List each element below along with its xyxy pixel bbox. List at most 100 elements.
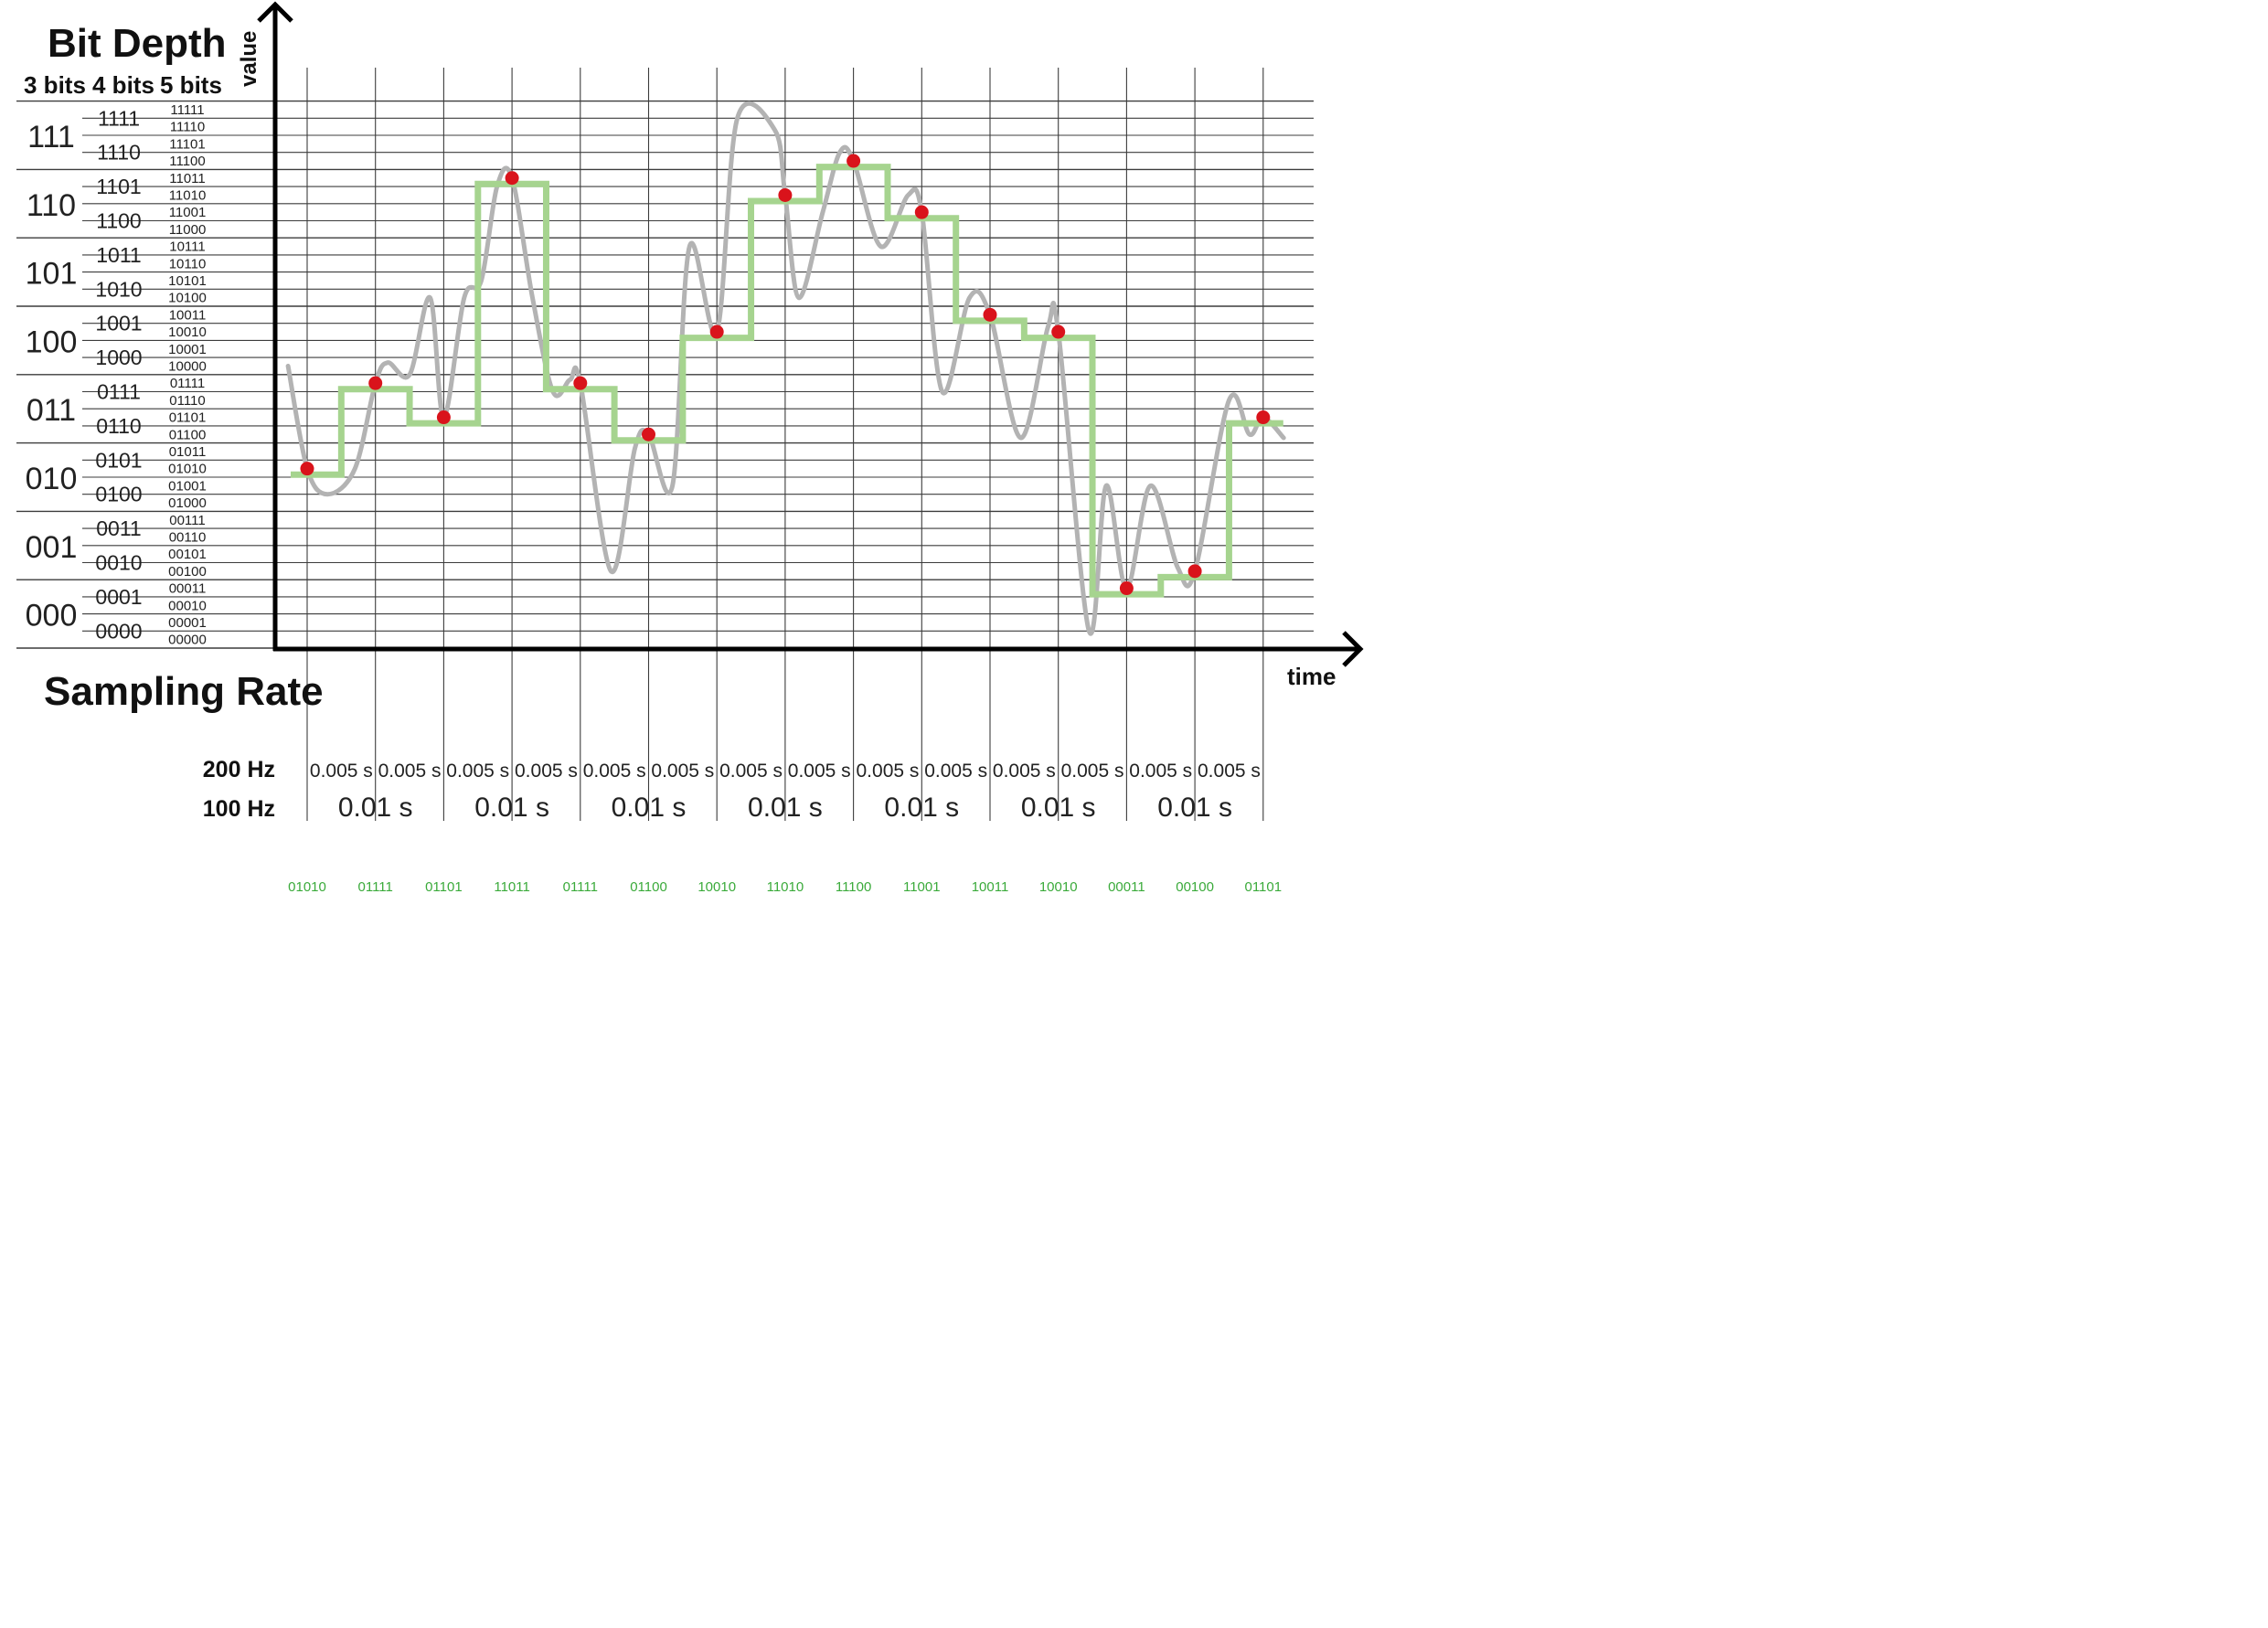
sample-point xyxy=(436,410,451,425)
sample-point xyxy=(1119,581,1134,596)
rate-label-100hz: 100 Hz xyxy=(203,796,275,822)
sample-code: 01111 xyxy=(358,879,393,895)
period-label-200hz: 0.005 s xyxy=(583,761,646,782)
level-label-5bit: 10010 xyxy=(168,325,207,340)
period-label-100hz: 0.01 s xyxy=(612,793,687,823)
sample-code: 01101 xyxy=(1244,879,1282,895)
period-label-100hz: 0.01 s xyxy=(748,793,823,823)
sample-point xyxy=(1051,325,1066,339)
period-label-200hz: 0.005 s xyxy=(719,761,783,782)
sampling-rate-title: Sampling Rate xyxy=(44,669,324,714)
sample-point xyxy=(300,462,314,476)
level-label-4bit: 0100 xyxy=(95,483,142,506)
level-label-5bit: 00100 xyxy=(168,564,207,580)
level-label-3bit: 110 xyxy=(27,188,76,223)
level-label-5bit: 00011 xyxy=(169,581,207,597)
sample-code: 01101 xyxy=(425,879,463,895)
sample-point xyxy=(983,307,997,322)
level-label-5bit: 11001 xyxy=(169,205,207,220)
level-label-5bit: 11101 xyxy=(169,136,206,152)
period-label-100hz: 0.01 s xyxy=(884,793,959,823)
level-label-5bit: 10111 xyxy=(169,239,206,255)
sample-code: 11011 xyxy=(494,879,530,895)
level-label-4bit: 1100 xyxy=(96,209,141,233)
level-label-5bit: 00000 xyxy=(168,633,207,648)
sample-code: 01010 xyxy=(288,879,326,895)
sample-point xyxy=(847,154,861,168)
level-label-3bit: 100 xyxy=(26,325,78,359)
sample-point xyxy=(709,325,724,339)
level-label-5bit: 01100 xyxy=(169,427,207,442)
level-label-5bit: 01101 xyxy=(169,410,207,426)
level-label-5bit: 01001 xyxy=(168,478,207,494)
period-label-200hz: 0.005 s xyxy=(515,761,578,782)
level-label-5bit: 11100 xyxy=(169,154,206,169)
sample-point xyxy=(505,171,519,186)
analog-signal-curve xyxy=(285,101,1286,636)
level-label-5bit: 10110 xyxy=(169,256,207,271)
level-label-4bit: 0011 xyxy=(96,516,141,540)
labels-layer: Bit Depth Sampling Rate value time 3 bit… xyxy=(24,21,1336,895)
level-label-5bit: 10000 xyxy=(168,358,207,374)
period-label-200hz: 0.005 s xyxy=(924,761,987,782)
level-label-3bit: 010 xyxy=(26,462,78,496)
period-label-100hz: 0.01 s xyxy=(1157,793,1232,823)
level-label-5bit: 01010 xyxy=(168,462,207,477)
level-label-3bit: 000 xyxy=(26,599,78,633)
sample-code: 00100 xyxy=(1176,879,1214,895)
period-label-200hz: 0.005 s xyxy=(446,761,509,782)
level-label-5bit: 01111 xyxy=(170,376,205,391)
level-label-5bit: 00110 xyxy=(169,529,207,545)
level-label-5bit: 00101 xyxy=(168,547,207,562)
sample-code: 01111 xyxy=(563,879,598,895)
sample-code: 11100 xyxy=(836,879,872,895)
rate-label-200hz: 200 Hz xyxy=(203,757,275,782)
level-label-5bit: 10100 xyxy=(168,291,207,306)
column-header-4bits: 4 bits xyxy=(92,71,154,99)
value-axis-label: value xyxy=(237,31,261,87)
period-label-200hz: 0.005 s xyxy=(857,761,920,782)
level-label-4bit: 0010 xyxy=(95,551,142,575)
level-label-4bit: 0001 xyxy=(95,585,142,609)
level-label-4bit: 1000 xyxy=(95,346,142,369)
sample-point xyxy=(1187,564,1202,579)
sample-code: 11001 xyxy=(903,879,941,895)
sample-point xyxy=(778,187,793,202)
level-label-3bit: 111 xyxy=(27,120,75,154)
sample-code: 01100 xyxy=(630,879,667,895)
sample-points-layer xyxy=(300,154,1271,596)
level-label-5bit: 11000 xyxy=(169,222,207,238)
level-label-4bit: 1001 xyxy=(95,312,142,335)
level-label-5bit: 00010 xyxy=(168,598,207,613)
sample-point xyxy=(642,427,655,442)
analog-signal-layer xyxy=(285,101,1286,636)
level-label-5bit: 00001 xyxy=(168,615,207,631)
period-label-200hz: 0.005 s xyxy=(788,761,851,782)
level-label-4bit: 1011 xyxy=(96,243,141,267)
x-axis-arrowhead xyxy=(1342,631,1364,667)
period-label-200hz: 0.005 s xyxy=(1061,761,1124,782)
sample-code: 10010 xyxy=(1039,879,1078,895)
level-label-4bit: 1010 xyxy=(95,277,142,301)
level-label-4bit: 1101 xyxy=(96,175,141,198)
level-label-4bit: 0111 xyxy=(97,380,141,404)
sample-point xyxy=(368,376,383,390)
level-label-5bit: 00111 xyxy=(169,513,206,528)
period-label-200hz: 0.005 s xyxy=(378,761,442,782)
period-label-100hz: 0.01 s xyxy=(474,793,549,823)
level-label-5bit: 01110 xyxy=(169,393,206,409)
level-label-4bit: 1110 xyxy=(97,141,141,165)
level-label-5bit: 01011 xyxy=(169,444,207,460)
level-label-3bit: 011 xyxy=(27,393,76,428)
y-axis-arrowhead xyxy=(257,1,293,23)
level-label-4bit: 0000 xyxy=(95,619,142,643)
level-label-5bit: 10011 xyxy=(169,307,207,323)
period-label-100hz: 0.01 s xyxy=(338,793,413,823)
period-label-200hz: 0.005 s xyxy=(651,761,714,782)
period-label-200hz: 0.005 s xyxy=(310,761,373,782)
period-label-200hz: 0.005 s xyxy=(993,761,1056,782)
column-header-3bits: 3 bits xyxy=(24,71,86,99)
level-label-5bit: 10001 xyxy=(168,342,207,357)
